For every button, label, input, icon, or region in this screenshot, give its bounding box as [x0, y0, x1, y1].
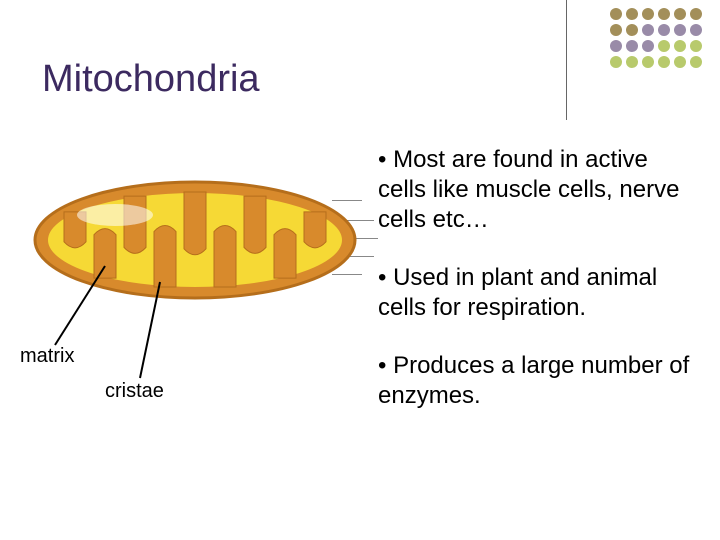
decoration-dot — [642, 8, 654, 20]
decoration-dot — [674, 40, 686, 52]
page-title: Mitochondria — [42, 58, 260, 101]
decoration-dot — [658, 40, 670, 52]
decoration-dot — [642, 24, 654, 36]
label-cristae: cristae — [105, 380, 164, 403]
bullet-item: • Most are found in active cells like mu… — [378, 145, 690, 235]
divider-line — [566, 0, 567, 120]
decoration-dot — [658, 24, 670, 36]
bullet-list: • Most are found in active cells like mu… — [378, 145, 690, 439]
decoration-dot — [610, 40, 622, 52]
decoration-dot — [642, 40, 654, 52]
label-matrix: matrix — [20, 345, 74, 368]
decoration-dot — [690, 56, 702, 68]
mitochondrion-diagram — [30, 175, 360, 345]
decoration-dot — [610, 8, 622, 20]
decoration-dot — [690, 8, 702, 20]
decoration-dot — [626, 24, 638, 36]
decoration-dot — [674, 8, 686, 20]
decoration-dot — [626, 8, 638, 20]
decoration-dot — [626, 40, 638, 52]
decoration-dot — [610, 24, 622, 36]
decoration-dot — [690, 40, 702, 52]
decoration-dot — [642, 56, 654, 68]
bullet-item: • Used in plant and animal cells for res… — [378, 263, 690, 323]
decoration-dot — [610, 56, 622, 68]
mitochondrion-svg — [30, 175, 360, 325]
decoration-dot — [690, 24, 702, 36]
decoration-dot — [674, 56, 686, 68]
dot-grid-decoration — [610, 8, 702, 68]
decoration-dot — [674, 24, 686, 36]
bullet-item: • Produces a large number of enzymes. — [378, 351, 690, 411]
decoration-dot — [626, 56, 638, 68]
decoration-dot — [658, 8, 670, 20]
decoration-dot — [658, 56, 670, 68]
